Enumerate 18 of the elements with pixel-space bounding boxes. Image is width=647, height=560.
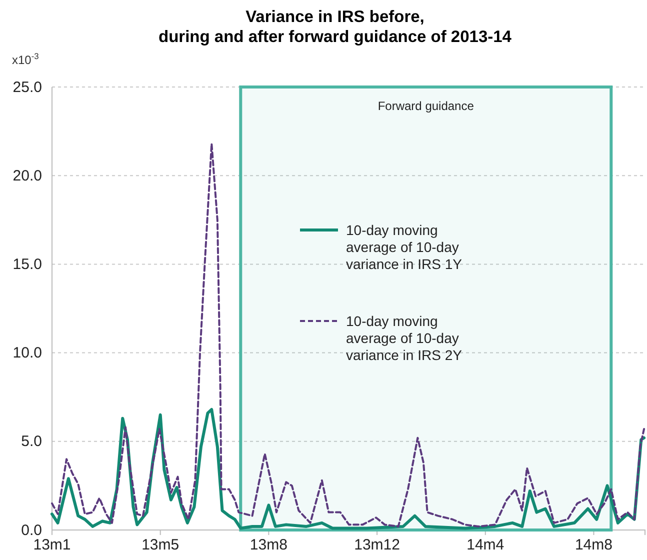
chart-title: Variance in IRS before, during and after forward guidance of 2013-14: [158, 8, 512, 46]
y-tick-label: 25.0: [12, 78, 42, 96]
x-tick-label: 13m12: [354, 536, 400, 554]
x-tick-label: 13m8: [250, 536, 288, 554]
y-tick-label: 20.0: [12, 167, 42, 184]
line-series: [51, 142, 646, 528]
y-tick-label: 10.0: [12, 344, 42, 362]
y-tick-label: 5.0: [21, 433, 42, 450]
y-axis-title: x10$^{-3}$: [12, 51, 40, 67]
x-tick-label: 14m4: [466, 536, 504, 554]
y-tick-label: 0.0: [21, 522, 42, 539]
legend-label: 10-day moving average of 10-day variance in IRS 2Y: [346, 313, 463, 363]
x-tick-label: 13m5: [142, 536, 180, 554]
y-tick-label: 15.0: [12, 256, 42, 273]
x-tick-label: 13m1: [33, 536, 71, 554]
legend-label: 10-day moving average of 10-day variance in IRS 1Y: [346, 222, 463, 272]
x-tick-label: 14m8: [574, 536, 612, 554]
band-label: Forward guidance: [378, 99, 474, 113]
